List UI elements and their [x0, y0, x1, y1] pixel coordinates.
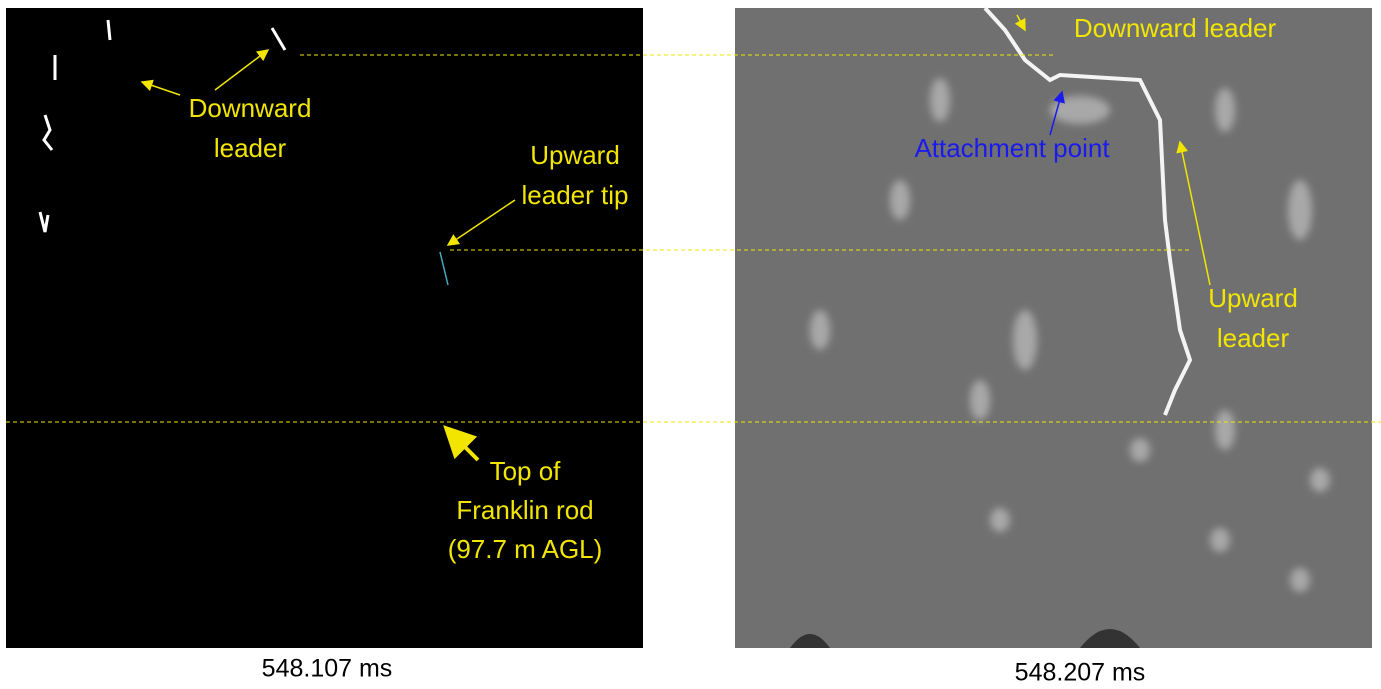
- annotation: Upward: [530, 140, 620, 170]
- figure: Downward leader Upward leader tip Top of…: [0, 0, 1381, 689]
- annotation: Franklin rod: [456, 495, 593, 525]
- annotation: leader: [1217, 323, 1290, 353]
- caption: 548.207 ms: [1015, 659, 1146, 687]
- annotation: Downward: [189, 93, 312, 123]
- annotation: Attachment point: [914, 133, 1110, 163]
- caption: 548.107 ms: [262, 655, 393, 683]
- page: Downward leader Upward leader tip Top of…: [0, 0, 1381, 689]
- annotation: (97.7 m AGL): [448, 534, 603, 564]
- annotation: leader: [214, 133, 287, 163]
- annotation: leader tip: [522, 180, 629, 210]
- annotation: Top of: [490, 456, 562, 486]
- annotation: Downward leader: [1074, 13, 1277, 43]
- annotation: Upward: [1208, 283, 1298, 313]
